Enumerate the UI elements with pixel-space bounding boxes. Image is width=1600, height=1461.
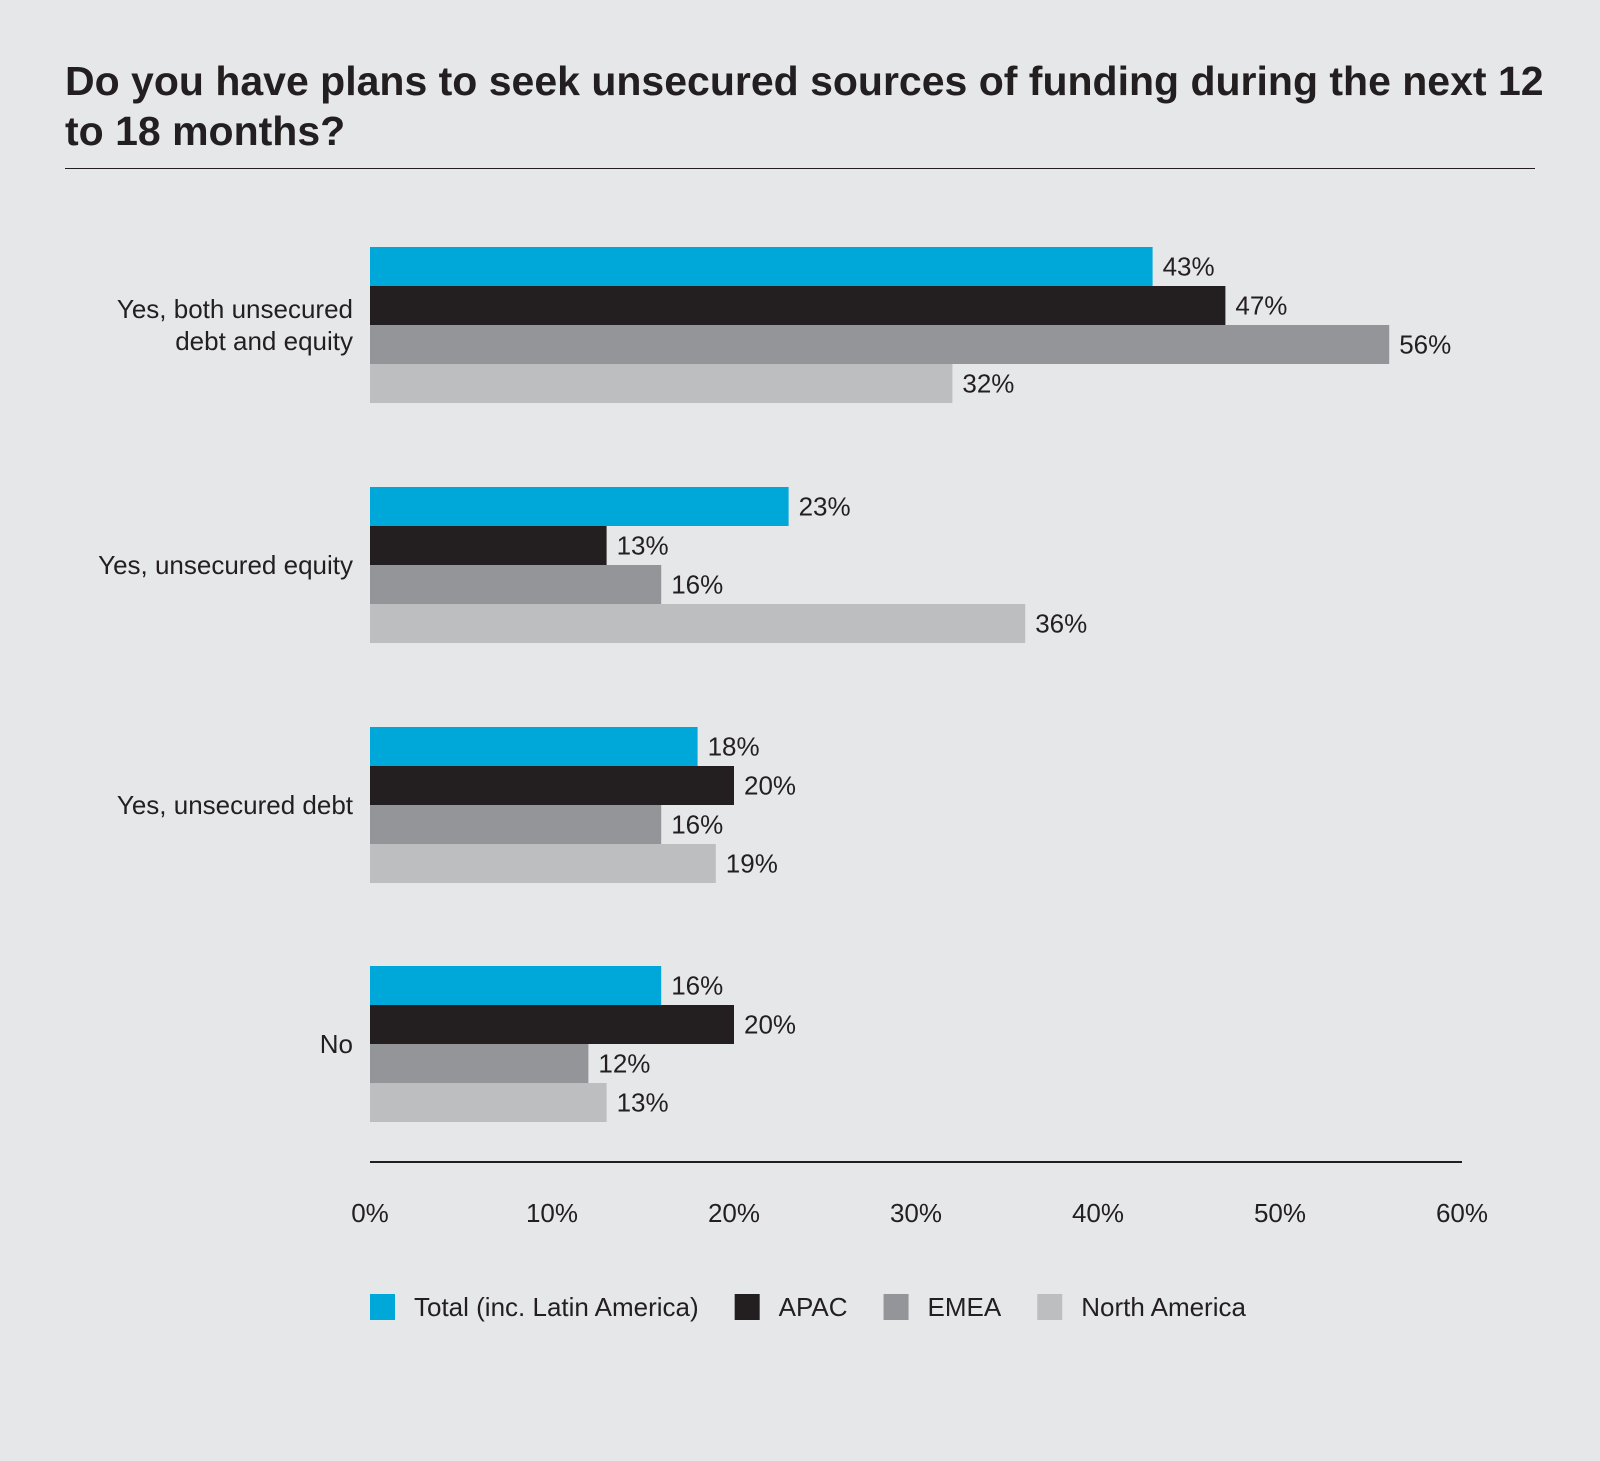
x-tick-label: 50% [1254,1198,1306,1228]
data-label: 20% [744,1010,796,1040]
legend-swatch [883,1294,909,1320]
bar [370,805,662,844]
data-label: 56% [1399,330,1451,360]
x-axis-line [370,1161,1462,1163]
category-label: Yes, both unsecured [117,294,353,324]
legend-label: North America [1081,1292,1246,1322]
legend-swatch [1037,1294,1063,1320]
bar [370,364,953,403]
legend-swatch [734,1294,760,1320]
data-label: 16% [671,570,723,600]
legend-swatch [370,1294,395,1320]
data-label: 12% [598,1049,650,1079]
legend-label: EMEA [928,1292,1002,1322]
data-label: 43% [1163,252,1215,282]
category-label: debt and equity [175,326,353,356]
x-tick-label: 60% [1436,1198,1488,1228]
bar [370,286,1226,325]
chart-title: Do you have plans to seek unsecured sour… [65,58,1544,154]
legend-label: APAC [779,1292,848,1322]
title-divider [65,168,1535,169]
data-label: 47% [1235,291,1287,321]
bar [370,1044,589,1083]
bar [370,766,734,805]
data-label: 20% [744,771,796,801]
data-label: 13% [617,531,669,561]
bar [370,844,716,883]
data-label: 36% [1035,609,1087,639]
data-label: 19% [726,849,778,879]
bar [370,325,1390,364]
bar [370,1005,734,1044]
x-tick-label: 30% [890,1198,942,1228]
x-tick-label: 20% [708,1198,760,1228]
category-label: Yes, unsecured equity [98,550,353,580]
data-label: 16% [671,810,723,840]
bar [370,247,1153,286]
x-tick-label: 40% [1072,1198,1124,1228]
bar [370,727,698,766]
data-label: 18% [708,732,760,762]
data-label: 16% [671,971,723,1001]
data-label: 13% [617,1088,669,1118]
legend-label: Total (inc. Latin America) [414,1292,699,1322]
category-label: Yes, unsecured debt [117,790,354,820]
bar [370,604,1026,643]
x-tick-label: 10% [526,1198,578,1228]
bar [370,565,662,604]
data-label: 23% [799,492,851,522]
x-tick-label: 0% [351,1198,389,1228]
bar [370,487,789,526]
bar [370,1083,607,1122]
data-label: 32% [962,369,1014,399]
bar [370,966,662,1005]
bar [370,526,607,565]
category-label: No [320,1029,353,1059]
